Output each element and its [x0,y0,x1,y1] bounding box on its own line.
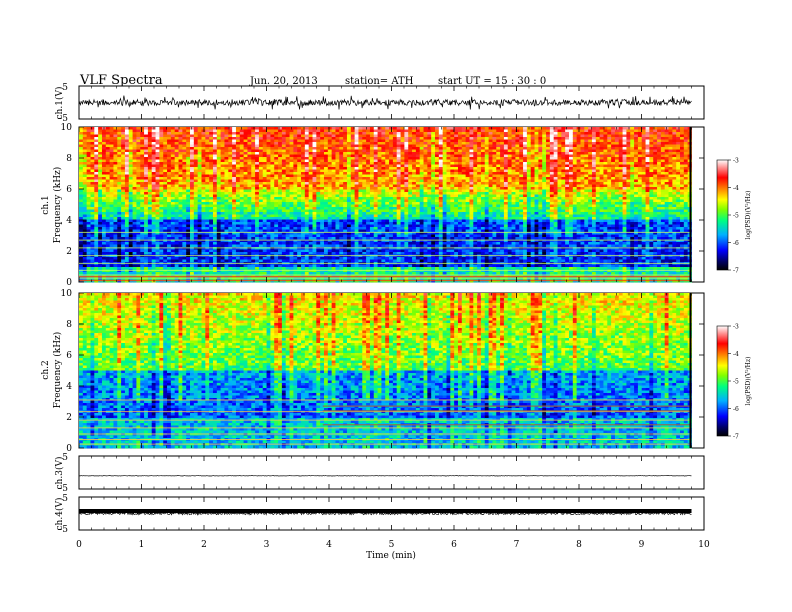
ch2-colorbar: -3 -4 -5 -6 -7 log(PSD)(V²/Hz) [716,324,752,441]
start-time-label: start UT = 15 : 30 : 0 [438,76,546,87]
frequency-tick-label: 6 [66,185,72,195]
ch4-ytick-top: 5 [62,494,68,504]
x-tick-label: 8 [576,540,582,550]
x-axis-title: Time (min) [366,550,416,561]
frequency-tick-label: 10 [61,123,73,133]
frequency-tick-label: 2 [66,247,72,257]
ch1-colorbar: -3 -4 -5 -6 -7 log(PSD)(V²/Hz) [716,158,752,275]
frequency-tick-label: 2 [66,413,72,423]
ch1-waveform-trace [78,95,692,110]
frequency-tick-label: 0 [66,444,72,454]
colorbar-tick-label: -5 [733,213,739,220]
ch1-ytick-top: 5 [62,83,68,93]
ch3-waveform-ylabel: ch.3(V) [54,457,65,490]
ch1-spectrogram-image [79,127,692,283]
colorbar-tick-label: -6 [733,240,739,247]
ch2-spec-channel-label: ch.2 [41,360,51,379]
ch2-colorbar-gradient [716,325,729,437]
ch1-spec-channel-label: ch.1 [41,195,51,214]
ch4-ytick-bottom: -5 [59,525,68,535]
x-tick-label: 7 [514,540,520,550]
x-tick-label: 0 [76,540,82,550]
ch2-spec-ylabel: Frequency (kHz) [52,332,63,409]
frequency-tick-label: 8 [66,320,72,330]
colorbar-tick-label: -5 [733,379,739,386]
x-tick-label: 4 [326,540,332,550]
x-tick-label: 1 [139,540,145,550]
ch3-ytick-bottom: -5 [59,484,68,494]
ch1-colorbar-label: log(PSD)(V²/Hz) [745,191,752,240]
ch1-ytick-bottom: -5 [59,114,68,124]
x-tick-label: 9 [639,540,645,550]
ch4-waveform-trace [78,509,692,516]
frequency-tick-label: 8 [66,154,72,164]
ch4-waveform-ylabel: ch.4(V) [54,498,65,531]
x-tick-label: 3 [264,540,270,550]
station-label: station= ATH [345,76,414,87]
colorbar-tick-label: -7 [733,268,739,275]
colorbar-tick-label: -4 [733,351,739,358]
x-tick-label: 6 [451,540,457,550]
frequency-tick-label: 10 [61,289,73,299]
ch1-colorbar-gradient [716,159,729,271]
ch1-spec-ylabel: Frequency (kHz) [52,167,63,244]
x-tick-label: 2 [201,540,207,550]
date-label: Jun. 20, 2013 [249,76,318,87]
frequency-tick-label: 0 [66,278,72,288]
colorbar-tick-label: -7 [733,434,739,441]
x-tick-label: 5 [389,540,395,550]
colorbar-tick-label: -3 [733,324,739,331]
frequency-tick-label: 6 [66,351,72,361]
colorbar-tick-label: -6 [733,406,739,413]
ch3-ytick-top: 5 [62,453,68,463]
frequency-tick-label: 4 [66,216,72,226]
ch1-waveform-ylabel: ch.1(V) [54,87,65,120]
frequency-tick-label: 4 [66,382,72,392]
x-tick-label: 10 [698,540,710,550]
ch2-spectrogram-image [79,293,692,449]
colorbar-tick-label: -3 [733,158,739,165]
figure-title: VLF Spectra [79,73,163,88]
colorbar-tick-label: -4 [733,185,739,192]
ch2-colorbar-label: log(PSD)(V²/Hz) [745,357,752,406]
